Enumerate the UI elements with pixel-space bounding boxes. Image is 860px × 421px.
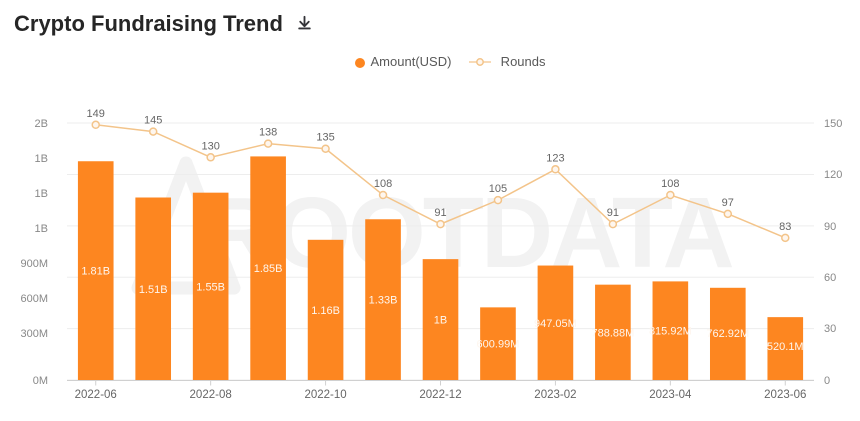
svg-text:2022-06: 2022-06 [75,389,117,401]
svg-text:815.92M: 815.92M [649,326,692,338]
svg-text:1B: 1B [35,153,48,165]
svg-text:120: 120 [824,169,842,181]
svg-text:108: 108 [661,178,679,190]
svg-text:138: 138 [259,127,277,139]
svg-text:900M: 900M [20,258,48,270]
svg-text:2023-02: 2023-02 [534,389,576,401]
svg-text:300M: 300M [20,328,48,340]
svg-text:135: 135 [316,132,334,144]
svg-text:1.16B: 1.16B [311,305,340,317]
svg-text:600.99M: 600.99M [477,339,520,351]
svg-text:788.88M: 788.88M [591,327,634,339]
svg-text:30: 30 [824,323,836,335]
svg-text:123: 123 [546,152,564,164]
svg-text:91: 91 [607,207,619,219]
svg-text:1.81B: 1.81B [81,266,110,278]
svg-text:2022-10: 2022-10 [304,389,346,401]
svg-text:947.05M: 947.05M [534,318,577,330]
svg-text:105: 105 [489,183,507,195]
svg-text:0: 0 [824,375,830,387]
svg-text:2022-12: 2022-12 [419,389,461,401]
svg-text:130: 130 [201,140,219,152]
svg-text:520.1M: 520.1M [767,341,804,353]
svg-text:2023-06: 2023-06 [764,389,806,401]
svg-text:91: 91 [434,207,446,219]
svg-text:1B: 1B [35,188,48,200]
svg-text:1.85B: 1.85B [254,263,283,275]
svg-text:149: 149 [87,108,105,120]
svg-text:1.55B: 1.55B [196,281,225,293]
svg-text:60: 60 [824,272,836,284]
svg-text:2023-04: 2023-04 [649,389,692,401]
svg-text:2B: 2B [35,118,48,130]
svg-text:97: 97 [722,197,734,209]
svg-text:600M: 600M [20,293,48,305]
svg-text:108: 108 [374,178,392,190]
svg-text:145: 145 [144,115,162,127]
svg-text:1B: 1B [35,223,48,235]
svg-text:1B: 1B [434,315,447,327]
svg-text:83: 83 [779,221,791,233]
svg-text:1.51B: 1.51B [139,284,168,296]
svg-text:762.92M: 762.92M [706,328,749,340]
svg-text:2022-08: 2022-08 [190,389,232,401]
svg-text:150: 150 [824,118,842,130]
svg-text:90: 90 [824,221,836,233]
svg-text:0M: 0M [33,375,48,387]
svg-text:1.33B: 1.33B [369,295,398,307]
